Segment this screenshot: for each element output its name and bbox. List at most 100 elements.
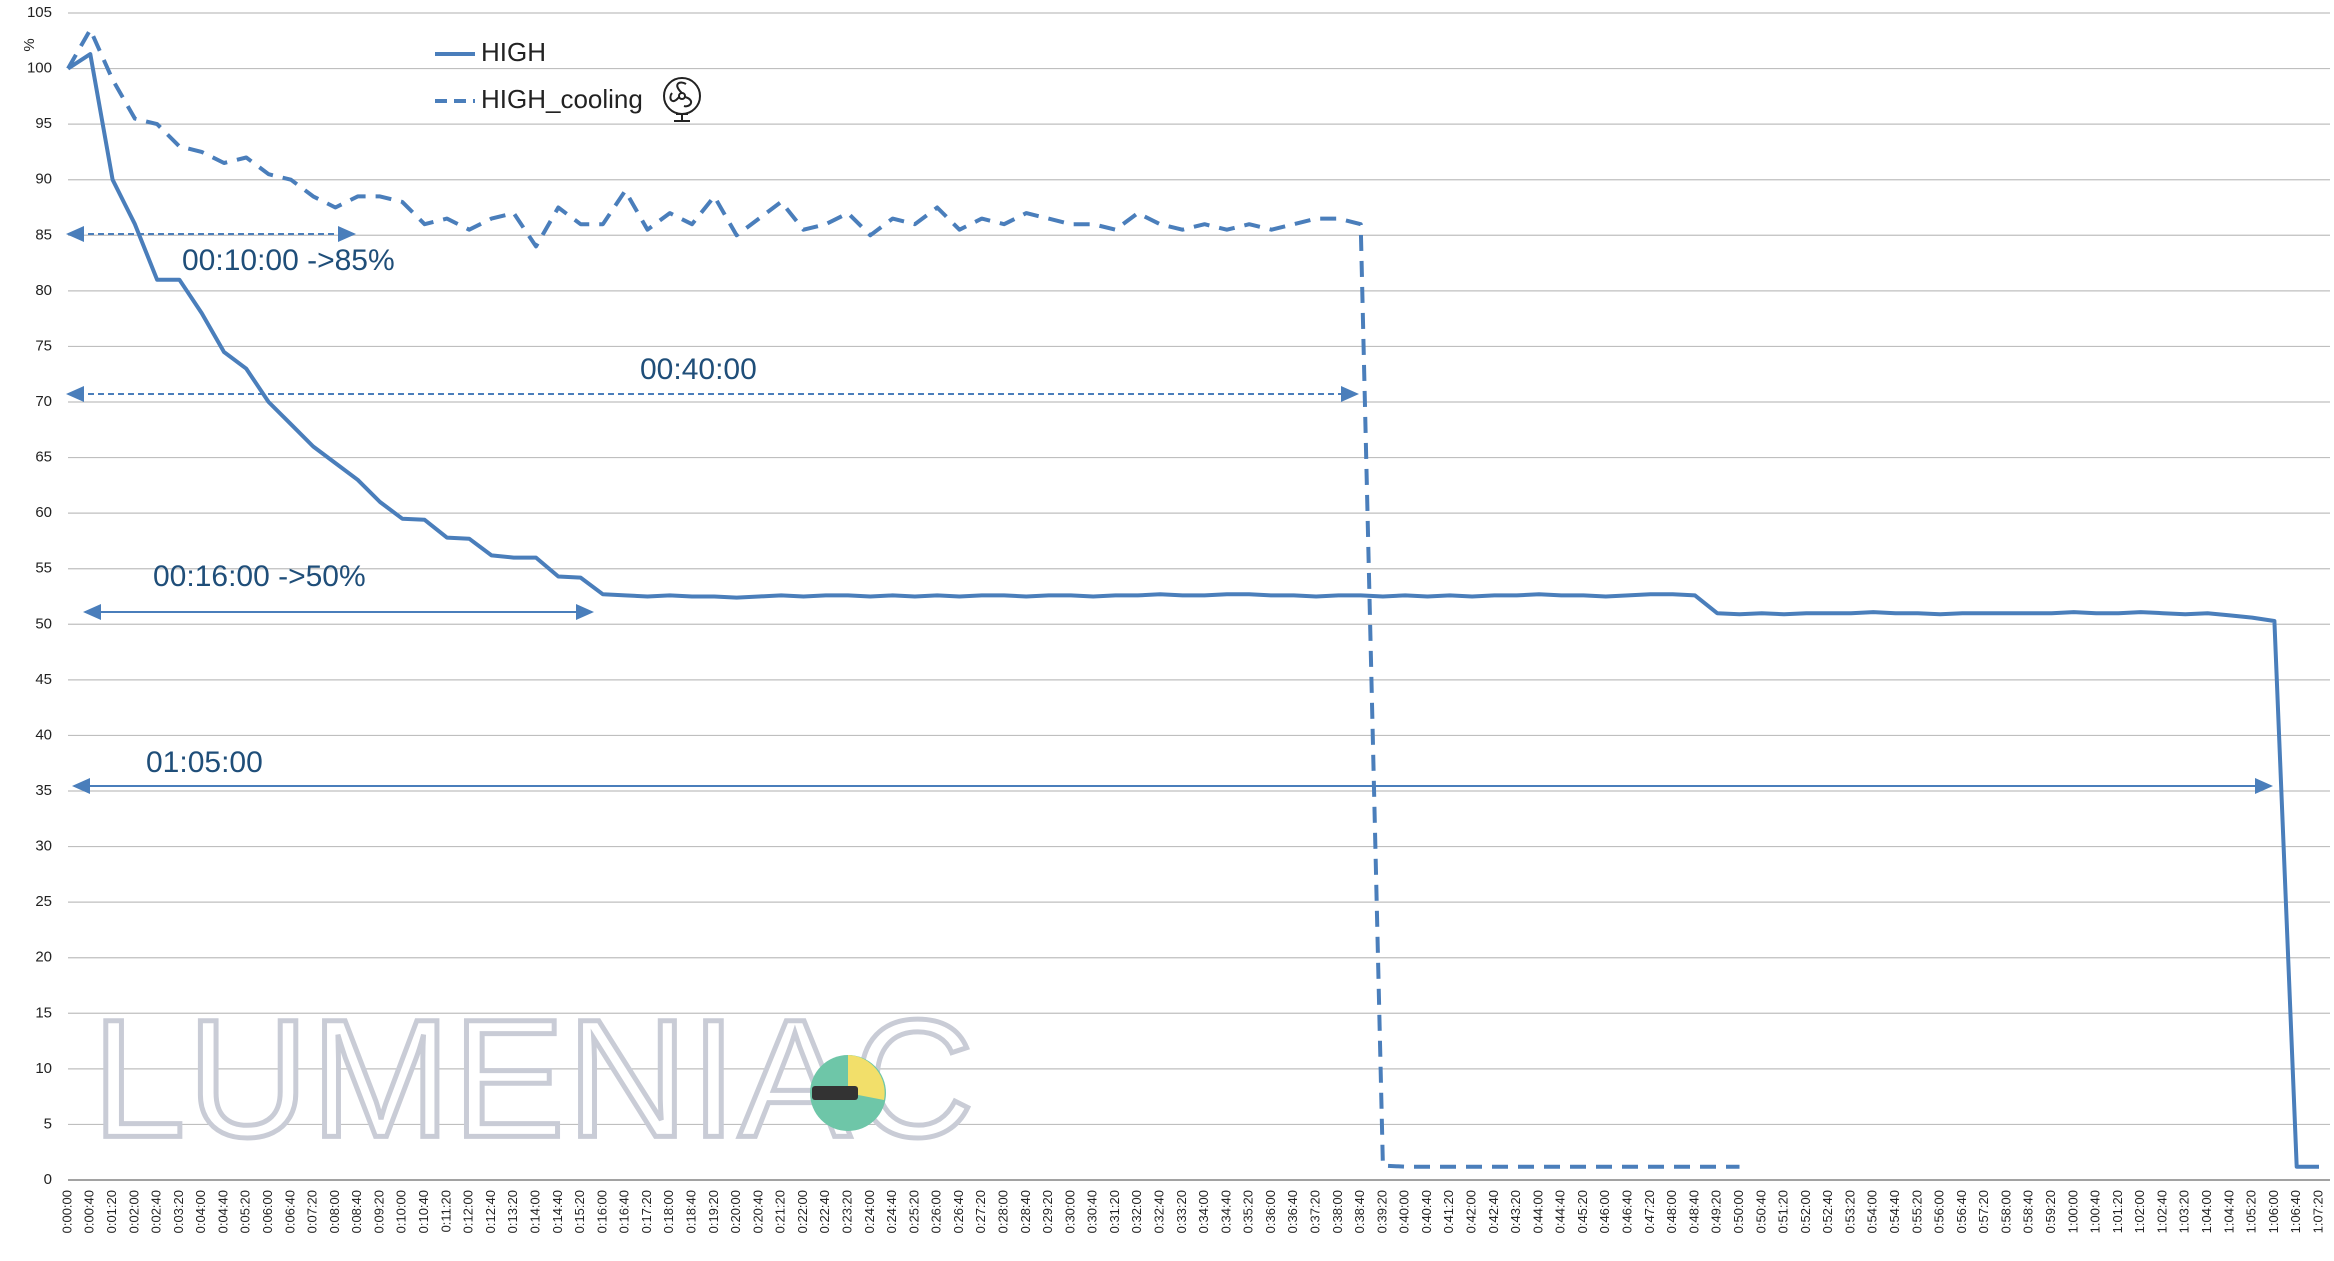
x-tick-label: 1:03:20 — [2177, 1190, 2192, 1233]
watermark: LUMENIAC — [90, 982, 977, 1175]
x-tick-label: 0:48:00 — [1664, 1190, 1679, 1233]
x-tick-label: 0:28:00 — [995, 1190, 1010, 1233]
x-tick-label: 0:00:40 — [82, 1190, 97, 1233]
x-tick-label: 0:05:20 — [238, 1190, 253, 1233]
x-tick-label: 0:36:00 — [1263, 1190, 1278, 1233]
x-tick-label: 0:20:40 — [750, 1190, 765, 1233]
x-tick-label: 0:39:20 — [1374, 1190, 1389, 1233]
x-tick-label: 0:08:40 — [349, 1190, 364, 1233]
x-tick-label: 0:22:40 — [817, 1190, 832, 1233]
series-line — [66, 27, 1740, 1169]
x-tick-label: 0:06:40 — [282, 1190, 297, 1233]
y-tick-label: 95 — [35, 115, 52, 132]
x-tick-label: 0:10:40 — [416, 1190, 431, 1233]
y-tick-label: 5 — [44, 1115, 52, 1132]
y-tick-label: 40 — [35, 726, 52, 743]
x-tick-label: 0:47:20 — [1642, 1190, 1657, 1233]
y-tick-label: 75 — [35, 337, 52, 354]
x-tick-label: 0:14:40 — [550, 1190, 565, 1233]
x-tick-label: 0:08:00 — [327, 1190, 342, 1233]
x-tick-label: 0:17:20 — [639, 1190, 654, 1233]
x-tick-label: 0:11:20 — [438, 1190, 453, 1232]
x-tick-label: 0:46:00 — [1597, 1190, 1612, 1233]
x-tick-label: 0:02:40 — [149, 1190, 164, 1233]
x-tick-label: 0:07:20 — [305, 1190, 320, 1233]
x-tick-label: 0:59:20 — [2043, 1190, 2058, 1233]
x-tick-label: 0:01:20 — [104, 1190, 119, 1233]
x-tick-label: 1:06:40 — [2288, 1190, 2303, 1233]
x-tick-label: 0:32:40 — [1152, 1190, 1167, 1233]
x-tick-label: 0:52:40 — [1820, 1190, 1835, 1233]
x-tick-label: 0:52:00 — [1798, 1190, 1813, 1233]
x-tick-label: 0:16:40 — [617, 1190, 632, 1233]
x-tick-label: 1:02:00 — [2132, 1190, 2147, 1233]
x-tick-label: 0:32:00 — [1129, 1190, 1144, 1233]
y-tick-label: 65 — [35, 449, 52, 466]
y-tick-label: 30 — [35, 838, 52, 855]
y-tick-label: 15 — [35, 1004, 52, 1021]
annotation: 01:05:00 — [146, 746, 263, 779]
x-tick-label: 0:54:00 — [1865, 1190, 1880, 1233]
x-tick-label: 0:46:40 — [1620, 1190, 1635, 1233]
watermark-torch — [812, 1086, 858, 1100]
y-tick-label: 100 — [27, 60, 52, 77]
x-tick-label: 0:51:20 — [1776, 1190, 1791, 1233]
x-tick-label: 0:44:00 — [1530, 1190, 1545, 1233]
x-tick-label: 0:40:40 — [1419, 1190, 1434, 1233]
x-tick-label: 0:24:40 — [884, 1190, 899, 1233]
x-tick-label: 0:00:00 — [59, 1190, 74, 1233]
x-tick-label: 0:28:40 — [1018, 1190, 1033, 1233]
x-tick-label: 0:43:20 — [1508, 1190, 1523, 1233]
x-tick-label: 0:58:40 — [2021, 1190, 2036, 1233]
x-tick-label: 0:18:40 — [683, 1190, 698, 1233]
x-tick-label: 0:44:40 — [1553, 1190, 1568, 1233]
x-tick-label: 0:22:00 — [795, 1190, 810, 1233]
x-tick-label: 1:04:00 — [2199, 1190, 2214, 1233]
x-tick-label: 0:48:40 — [1686, 1190, 1701, 1233]
y-tick-label: 55 — [35, 560, 52, 577]
x-tick-label: 0:13:20 — [505, 1190, 520, 1233]
x-tick-label: 0:20:00 — [728, 1190, 743, 1233]
x-tick-label: 0:12:00 — [461, 1190, 476, 1233]
x-tick-label: 1:05:20 — [2244, 1190, 2259, 1233]
x-tick-label: 0:23:20 — [839, 1190, 854, 1233]
x-tick-label: 1:07:20 — [2310, 1190, 2325, 1233]
x-tick-label: 0:10:00 — [394, 1190, 409, 1233]
annotation: 00:10:00 ->85% — [182, 244, 395, 277]
x-tick-label: 0:24:00 — [862, 1190, 877, 1233]
x-tick-label: 0:21:20 — [773, 1190, 788, 1233]
x-tick-label: 0:45:20 — [1575, 1190, 1590, 1233]
x-tick-label: 0:04:00 — [193, 1190, 208, 1233]
x-tick-label: 0:09:20 — [371, 1190, 386, 1233]
x-tick-label: 0:42:40 — [1486, 1190, 1501, 1233]
y-axis-label: % — [21, 38, 38, 51]
x-tick-label: 0:34:00 — [1196, 1190, 1211, 1233]
x-tick-label: 0:54:40 — [1887, 1190, 1902, 1233]
x-tick-label: 0:41:20 — [1441, 1190, 1456, 1233]
x-tick-label: 0:04:40 — [215, 1190, 230, 1233]
x-tick-label: 0:37:20 — [1308, 1190, 1323, 1233]
x-tick-label: 0:55:20 — [1909, 1190, 1924, 1233]
legend-label: HIGH_cooling — [481, 84, 643, 114]
x-tick-label: 0:02:00 — [126, 1190, 141, 1233]
y-tick-label: 25 — [35, 893, 52, 910]
y-tick-label: 10 — [35, 1060, 52, 1077]
x-tick-label: 0:16:00 — [594, 1190, 609, 1233]
x-tick-label: 1:00:00 — [2065, 1190, 2080, 1233]
x-tick-label: 0:49:20 — [1709, 1190, 1724, 1233]
x-tick-label: 0:26:40 — [951, 1190, 966, 1233]
x-tick-label: 1:00:40 — [2088, 1190, 2103, 1233]
x-tick-label: 0:42:00 — [1464, 1190, 1479, 1233]
y-tick-label: 35 — [35, 782, 52, 799]
x-tick-label: 0:38:40 — [1352, 1190, 1367, 1233]
y-tick-label: 45 — [35, 671, 52, 688]
x-tick-label: 0:30:00 — [1062, 1190, 1077, 1233]
series-line — [66, 52, 2319, 1169]
x-tick-label: 0:36:40 — [1285, 1190, 1300, 1233]
annotation: 00:16:00 ->50% — [153, 560, 366, 593]
x-tick-label: 1:01:20 — [2110, 1190, 2125, 1233]
x-tick-label: 0:03:20 — [171, 1190, 186, 1233]
y-tick-label: 50 — [35, 615, 52, 632]
x-tick-label: 0:53:20 — [1842, 1190, 1857, 1233]
